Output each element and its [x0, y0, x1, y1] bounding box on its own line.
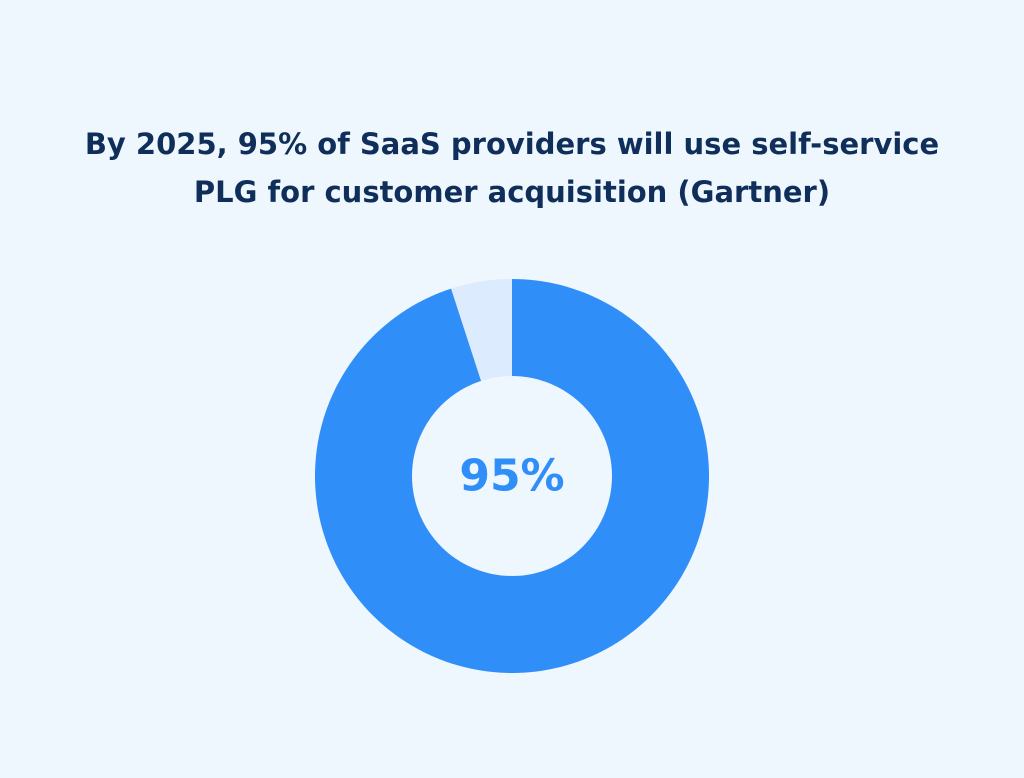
- donut-hole: [412, 376, 612, 576]
- donut-center-label: 95%: [459, 451, 564, 502]
- donut-chart: 95%: [315, 279, 709, 673]
- chart-title-line-1: By 2025, 95% of SaaS providers will use …: [84, 127, 940, 161]
- chart-title-line-2: PLG for customer acquisition (Gartner): [193, 175, 831, 209]
- chart-title: By 2025, 95% of SaaS providers will use …: [0, 120, 1024, 216]
